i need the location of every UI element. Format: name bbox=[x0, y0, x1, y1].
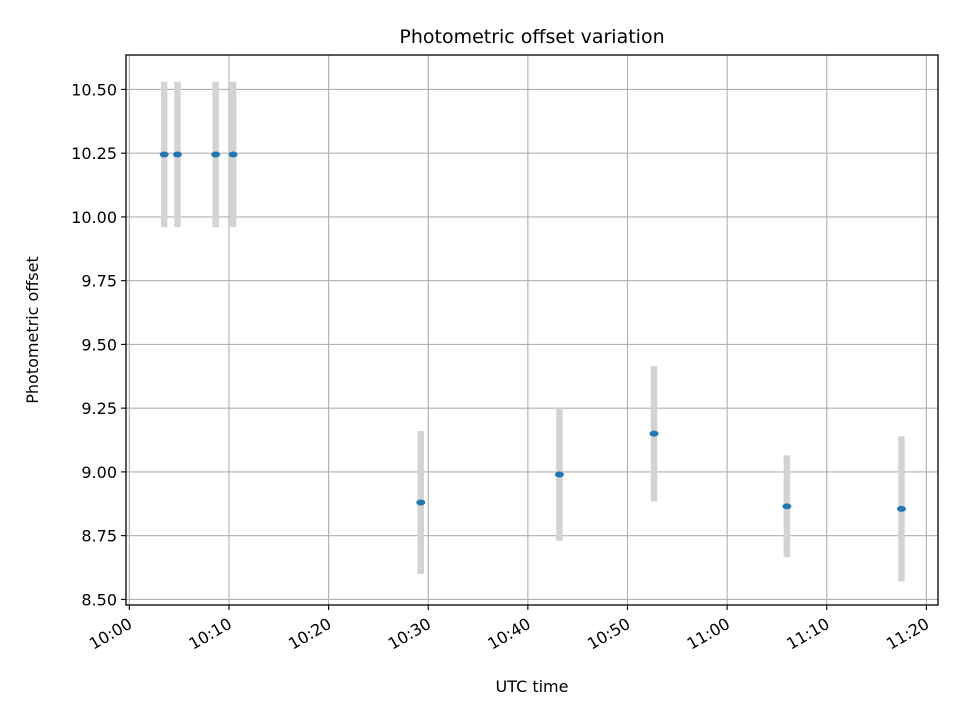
chart-title: Photometric offset variation bbox=[399, 26, 664, 48]
data-point bbox=[896, 505, 906, 512]
data-point bbox=[159, 151, 169, 158]
y-tick-label: 8.50 bbox=[81, 590, 117, 609]
data-point bbox=[172, 151, 182, 158]
y-tick-label: 9.50 bbox=[81, 335, 117, 354]
y-tick-label: 9.00 bbox=[81, 463, 117, 482]
grid bbox=[126, 55, 938, 605]
y-tick-label: 10.50 bbox=[71, 80, 117, 99]
y-tick-label: 9.25 bbox=[81, 399, 117, 418]
data-point bbox=[554, 471, 564, 478]
data-point bbox=[782, 503, 792, 510]
y-tick-label: 9.75 bbox=[81, 272, 117, 291]
data-points bbox=[159, 151, 906, 512]
plot-frame bbox=[125, 54, 939, 606]
y-axis-label: Photometric offset bbox=[23, 256, 42, 404]
data-point bbox=[649, 430, 659, 437]
data-point bbox=[228, 151, 238, 158]
y-axis: 8.50 8.75 9.00 9.25 9.50 9.75 10.00 10.25 10.50 bbox=[71, 80, 126, 609]
data-point bbox=[416, 499, 426, 506]
y-tick-label: 10.25 bbox=[71, 144, 117, 163]
y-tick-label: 8.75 bbox=[81, 527, 117, 546]
x-axis-label: UTC time bbox=[496, 677, 569, 696]
data-point bbox=[211, 151, 221, 158]
y-tick-label: 10.00 bbox=[71, 208, 117, 227]
